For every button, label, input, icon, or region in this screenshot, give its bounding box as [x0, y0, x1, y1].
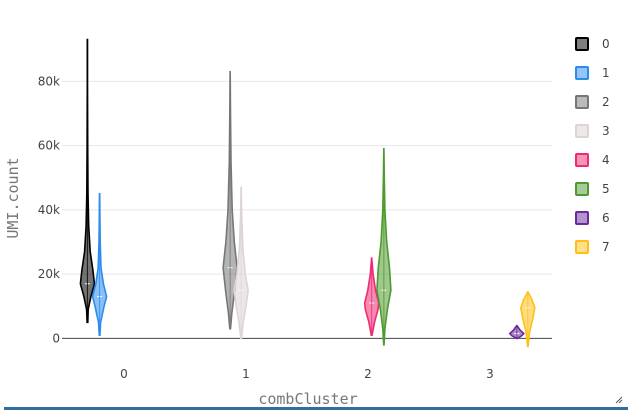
legend-item-3[interactable]: 3 [575, 124, 610, 138]
legend-label: 3 [602, 124, 610, 138]
y-axis-title: UMI.count [4, 157, 22, 238]
legend-label: 4 [602, 153, 610, 167]
y-tick-label: 60k [38, 139, 60, 153]
y-tick-labels: 0 20k 40k 60k 80k [38, 74, 60, 345]
legend-label: 1 [602, 66, 610, 80]
y-tick-label: 0 [52, 331, 60, 345]
legend-label: 6 [602, 211, 610, 225]
legend-label: 7 [602, 240, 610, 254]
legend-label: 2 [602, 95, 610, 109]
violin-series [79, 38, 536, 348]
bottom-scrollbar [4, 407, 628, 410]
y-tick-label: 80k [38, 74, 60, 88]
x-tick-labels: 0 1 2 3 [120, 367, 494, 381]
x-tick-label: 3 [486, 367, 494, 381]
legend-item-4[interactable]: 4 [575, 153, 610, 167]
legend-swatch [575, 95, 589, 109]
legend-label: 0 [602, 37, 610, 51]
legend-item-6[interactable]: 6 [575, 211, 610, 225]
legend-swatch [575, 153, 589, 167]
legend-item-5[interactable]: 5 [575, 182, 610, 196]
y-tick-label: 20k [38, 267, 60, 281]
legend-item-1[interactable]: 1 [575, 66, 610, 80]
x-axis-title: combCluster [258, 390, 357, 408]
x-tick-label: 0 [120, 367, 128, 381]
legend-swatch [575, 37, 589, 51]
legend-item-2[interactable]: 2 [575, 95, 610, 109]
legend-label: 5 [602, 182, 610, 196]
legend-swatch [575, 124, 589, 138]
resize-handle-icon[interactable] [613, 394, 623, 404]
legend-item-7[interactable]: 7 [575, 240, 610, 254]
legend-swatch [575, 182, 589, 196]
legend-swatch [575, 240, 589, 254]
grid-lines [62, 80, 552, 275]
legend[interactable]: 0 1 2 3 4 5 6 7 [575, 37, 610, 254]
x-tick-label: 2 [364, 367, 372, 381]
legend-swatch [575, 211, 589, 225]
legend-item-0[interactable]: 0 [575, 37, 610, 51]
y-tick-label: 40k [38, 203, 60, 217]
x-tick-label: 1 [242, 367, 250, 381]
legend-swatch [575, 66, 589, 80]
